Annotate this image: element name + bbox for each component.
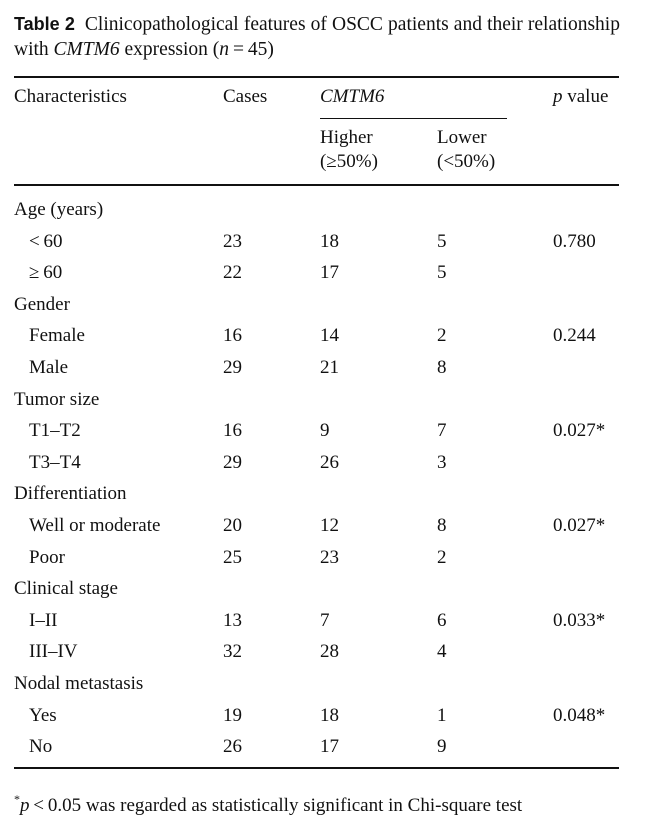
cell-cases: 16 [223,325,242,346]
row-label: III–IV [29,641,78,662]
cell-higher: 18 [320,705,339,726]
header-p-word: value [562,86,609,107]
cell-higher: 26 [320,452,339,473]
cell-higher: 14 [320,325,339,346]
cell-cases: 29 [223,357,242,378]
cell-lower: 5 [437,231,447,252]
row-label: No [29,736,53,757]
table-bottom-rule [14,767,619,769]
group-heading: Gender [14,294,70,315]
caption-text-after: expression ( [119,39,220,60]
cell-higher: 12 [320,515,339,536]
cell-higher: 28 [320,641,339,662]
cell-cases: 19 [223,705,242,726]
caption-gene-name: CMTM6 [53,39,120,60]
header-lower-range: (<50%) [437,151,496,172]
row-label: ≥ 60 [29,262,63,283]
cell-lower: 9 [437,736,447,757]
row-label: T3–T4 [29,452,81,473]
cell-cases: 23 [223,231,242,252]
cell-higher: 17 [320,736,339,757]
header-higher-range: (≥50%) [320,151,378,172]
cell-cases: 16 [223,420,242,441]
cell-lower: 1 [437,705,447,726]
group-heading: Differentiation [14,483,127,504]
cell-higher: 21 [320,357,339,378]
group-heading: Age (years) [14,199,104,220]
row-label: Male [29,357,69,378]
caption-text: Clinicopathological features of OSCC pat… [14,14,620,60]
cell-cases: 25 [223,547,242,568]
table-footnote: *p < 0.05 was regarded as statistically … [14,788,522,817]
cell-p-value: 0.033* [553,610,606,631]
row-label: T1–T2 [29,420,81,441]
row-label: Poor [29,547,65,568]
group-heading: Nodal metastasis [14,673,144,694]
cell-higher: 18 [320,231,339,252]
caption-n-symbol: n [219,39,230,60]
caption-n-value: = 45) [229,39,274,60]
row-label: Well or moderate [29,515,161,536]
table-label: Table 2 [14,14,75,34]
cell-cases: 22 [223,262,242,283]
cell-cases: 32 [223,641,242,662]
cell-cases: 13 [223,610,242,631]
table-top-rule [14,76,619,78]
row-label: Yes [29,705,57,726]
cell-lower: 8 [437,515,447,536]
header-bottom-rule [14,184,619,186]
header-p-value: p value [553,86,608,108]
cell-p-value: 0.027* [553,515,606,536]
cell-lower: 7 [437,420,447,441]
cell-cases: 29 [223,452,242,473]
group-heading: Clinical stage [14,578,118,599]
cell-lower: 6 [437,610,447,631]
cell-higher: 23 [320,547,339,568]
footnote-marker: * [14,792,20,806]
footnote-text: < 0.05 was regarded as statistically sig… [29,795,523,816]
header-gene: CMTM6 [320,86,385,107]
row-label: I–II [29,610,58,631]
row-label: Female [29,325,85,346]
header-lower: Lower [437,127,487,148]
cell-p-value: 0.048* [553,705,606,726]
cell-higher: 7 [320,610,330,631]
cell-lower: 5 [437,262,447,283]
cell-lower: 8 [437,357,447,378]
header-higher: Higher [320,127,373,148]
cell-p-value: 0.244 [553,325,596,346]
footnote-p-symbol: p [20,795,30,816]
cell-p-value: 0.027* [553,420,606,441]
header-p-symbol: p [553,86,563,107]
cell-lower: 4 [437,641,447,662]
cell-lower: 2 [437,325,447,346]
header-cases: Cases [223,86,268,107]
cell-cases: 26 [223,736,242,757]
cell-cases: 20 [223,515,242,536]
cell-lower: 2 [437,547,447,568]
cell-higher: 9 [320,420,330,441]
gene-spanner-rule [320,118,507,119]
group-heading: Tumor size [14,389,100,410]
table-caption: Table 2 Clinicopathological features of O… [14,12,620,62]
row-label: < 60 [29,231,63,252]
header-characteristics: Characteristics [14,86,127,107]
cell-lower: 3 [437,452,447,473]
cell-higher: 17 [320,262,339,283]
cell-p-value: 0.780 [553,231,596,252]
